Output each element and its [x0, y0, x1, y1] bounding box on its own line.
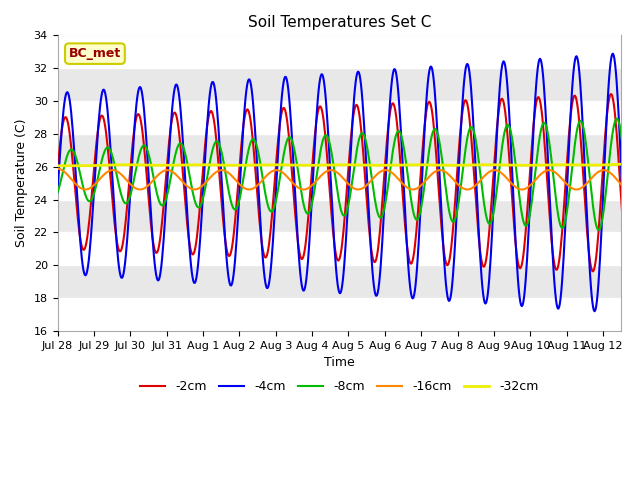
- Line: -16cm: -16cm: [58, 169, 639, 196]
- Y-axis label: Soil Temperature (C): Soil Temperature (C): [15, 119, 28, 247]
- -32cm: [259, 162, 266, 168]
- -16cm: [280, 170, 287, 176]
- -2cm: [607, 91, 615, 97]
- Bar: [58, 134, 621, 167]
- -8cm: [229, 204, 237, 210]
- -16cm: [442, 169, 449, 175]
- -32cm: [410, 162, 417, 168]
- -2cm: [54, 167, 61, 173]
- -32cm: [636, 161, 640, 167]
- Text: BC_met: BC_met: [69, 47, 121, 60]
- Bar: [58, 265, 621, 298]
- -8cm: [636, 213, 640, 219]
- -2cm: [258, 239, 266, 244]
- -2cm: [280, 105, 287, 111]
- Line: -2cm: -2cm: [58, 94, 639, 273]
- Line: -8cm: -8cm: [58, 119, 639, 232]
- -32cm: [230, 162, 237, 168]
- Bar: [58, 36, 621, 68]
- -32cm: [54, 163, 61, 168]
- -16cm: [229, 174, 237, 180]
- -16cm: [258, 178, 266, 184]
- -8cm: [258, 168, 266, 174]
- -32cm: [70, 163, 77, 168]
- -4cm: [442, 273, 449, 278]
- -16cm: [409, 187, 417, 192]
- -8cm: [631, 229, 639, 235]
- Title: Soil Temperatures Set C: Soil Temperatures Set C: [248, 15, 431, 30]
- Bar: [58, 167, 621, 200]
- -8cm: [280, 152, 287, 158]
- -4cm: [258, 240, 266, 245]
- Line: -32cm: -32cm: [58, 164, 639, 166]
- -8cm: [54, 190, 61, 195]
- Bar: [58, 232, 621, 265]
- -16cm: [54, 166, 61, 172]
- -8cm: [122, 201, 130, 206]
- -4cm: [280, 79, 287, 85]
- -4cm: [627, 311, 635, 317]
- -2cm: [636, 162, 640, 168]
- Legend: -2cm, -4cm, -8cm, -16cm, -32cm: -2cm, -4cm, -8cm, -16cm, -32cm: [135, 375, 543, 398]
- Bar: [58, 200, 621, 232]
- -4cm: [54, 189, 61, 195]
- -16cm: [122, 176, 130, 182]
- Bar: [58, 68, 621, 101]
- -4cm: [636, 193, 640, 199]
- X-axis label: Time: Time: [324, 356, 355, 369]
- -2cm: [442, 257, 449, 263]
- -4cm: [609, 51, 617, 57]
- Bar: [58, 298, 621, 331]
- -4cm: [122, 253, 130, 259]
- -2cm: [229, 239, 237, 245]
- -2cm: [626, 270, 634, 276]
- -32cm: [442, 162, 450, 168]
- -4cm: [409, 296, 417, 301]
- -16cm: [636, 193, 640, 199]
- Bar: [58, 101, 621, 134]
- -32cm: [123, 162, 131, 168]
- -2cm: [122, 217, 130, 223]
- -8cm: [409, 205, 417, 211]
- -32cm: [280, 162, 288, 168]
- -8cm: [442, 181, 449, 187]
- -4cm: [229, 277, 237, 283]
- -2cm: [409, 258, 417, 264]
- Line: -4cm: -4cm: [58, 54, 639, 314]
- -8cm: [613, 116, 621, 121]
